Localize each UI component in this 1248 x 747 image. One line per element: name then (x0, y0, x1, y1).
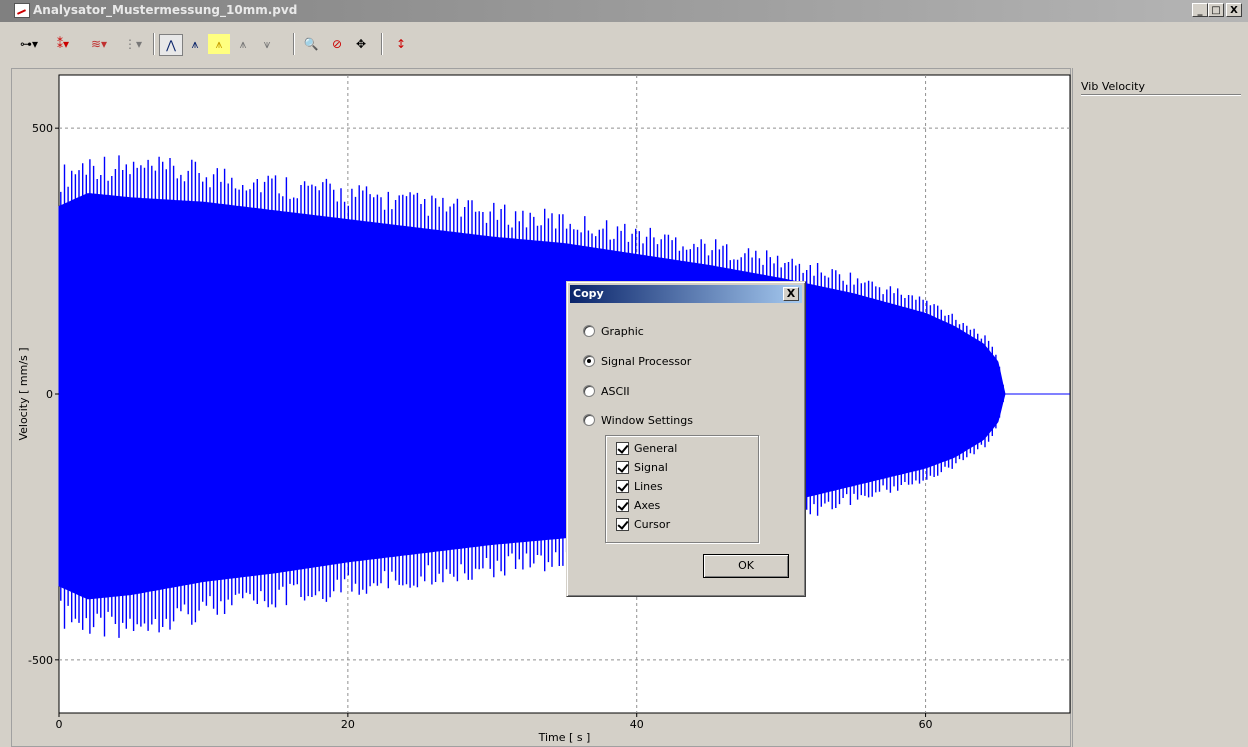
copy-dialog-title: Copy (573, 287, 604, 300)
peak-pair-icon[interactable]: ⩚ (191, 36, 199, 51)
cursor-line-icon[interactable]: ⊶▾ (19, 37, 39, 51)
setting-signal[interactable]: Signal (616, 459, 668, 475)
toolbar-separator (293, 33, 295, 55)
x-tick-label: 60 (919, 718, 933, 731)
title-bar[interactable]: Analysator_Mustermessung_10mm.pvd _ □ X (0, 0, 1248, 22)
maximize-button[interactable]: □ (1208, 3, 1224, 17)
setting-lines[interactable]: Lines (616, 478, 663, 494)
checkbox-general[interactable] (616, 441, 629, 455)
option-window-settings[interactable]: Window Settings (583, 412, 693, 428)
radio-ascii[interactable] (583, 385, 595, 397)
option-signal-processor[interactable]: Signal Processor (583, 353, 691, 369)
window-settings-group: General Signal Lines Axes Cursor (605, 435, 759, 543)
ok-button[interactable]: OK (703, 554, 789, 578)
option-ascii[interactable]: ASCII (583, 383, 630, 399)
radio-window-settings[interactable] (583, 414, 595, 426)
toolbar-separator (153, 33, 155, 55)
legend-entry-vib-velocity[interactable]: Vib Velocity (1081, 80, 1145, 93)
setting-lines-label: Lines (634, 479, 663, 493)
toolbar: ⊶▾ ⁑▾ ≋▾ ⋮▾ ⋀ ⩚ ⩚ ⩚ ⩛ 🔍 ⊘ ✥ ↕ (0, 22, 1248, 62)
setting-cursor[interactable]: Cursor (616, 516, 670, 532)
minimize-button[interactable]: _ (1192, 3, 1208, 17)
signal-select-icon[interactable]: ⋮▾ (123, 37, 143, 51)
copy-dialog-close-button[interactable]: X (783, 287, 799, 301)
pan-icon[interactable]: ✥ (355, 37, 367, 51)
y-axis-label: Velocity [ mm/s ] (17, 347, 30, 440)
option-graphic[interactable]: Graphic (583, 323, 644, 339)
zoom-reset-icon[interactable]: ⊘ (331, 37, 343, 51)
peak-cursor-icon[interactable]: ⋀ (159, 34, 183, 56)
x-tick-label: 20 (341, 718, 355, 731)
chart-app-icon (14, 3, 30, 18)
marker-points-icon[interactable]: ⁑▾ (56, 37, 70, 51)
signal-wave-icon[interactable]: ≋▾ (90, 37, 108, 51)
option-ascii-label: ASCII (601, 384, 630, 398)
y-tick-label: 0 (46, 388, 53, 401)
checkbox-cursor[interactable] (616, 517, 629, 531)
x-axis-label: Time [ s ] (538, 731, 591, 744)
setting-axes-label: Axes (634, 498, 661, 512)
x-tick-label: 40 (630, 718, 644, 731)
setting-general[interactable]: General (616, 440, 677, 456)
checkbox-axes[interactable] (616, 498, 629, 512)
setting-signal-label: Signal (634, 460, 668, 474)
radio-signal-processor[interactable] (583, 355, 595, 367)
option-signal-processor-label: Signal Processor (601, 354, 692, 368)
copy-dialog: Copy X Graphic Signal Processor ASCII Wi… (566, 281, 806, 597)
setting-general-label: General (634, 441, 678, 455)
y-tick-label: -500 (28, 654, 53, 667)
radio-graphic[interactable] (583, 325, 595, 337)
legend-separator (1081, 94, 1241, 96)
option-window-settings-label: Window Settings (601, 413, 693, 427)
checkbox-signal[interactable] (616, 460, 629, 474)
x-tick-label: 0 (56, 718, 63, 731)
peak-multi-icon[interactable]: ⩚ (239, 36, 247, 51)
toolbar-separator (381, 33, 383, 55)
setting-axes[interactable]: Axes (616, 497, 660, 513)
copy-dialog-title-bar[interactable]: Copy X (570, 285, 802, 303)
option-graphic-label: Graphic (601, 324, 644, 338)
legend-panel: Vib Velocity (1072, 68, 1248, 747)
setting-cursor-label: Cursor (634, 517, 671, 531)
velocity-chart[interactable]: -500 0 500 0 20 40 60 Time [ s ] Velocity [ mm/s… (0, 0, 1072, 747)
close-button[interactable]: X (1226, 3, 1242, 17)
zoom-in-icon[interactable]: 🔍 (303, 37, 319, 51)
scale-icon[interactable]: ↕ (395, 37, 407, 51)
peak-highlight-icon[interactable]: ⩚ (208, 34, 230, 54)
peak-fit-icon[interactable]: ⩛ (263, 36, 271, 51)
checkbox-lines[interactable] (616, 479, 629, 493)
window-title: Analysator_Mustermessung_10mm.pvd (33, 3, 298, 17)
y-tick-label: 500 (32, 122, 53, 135)
